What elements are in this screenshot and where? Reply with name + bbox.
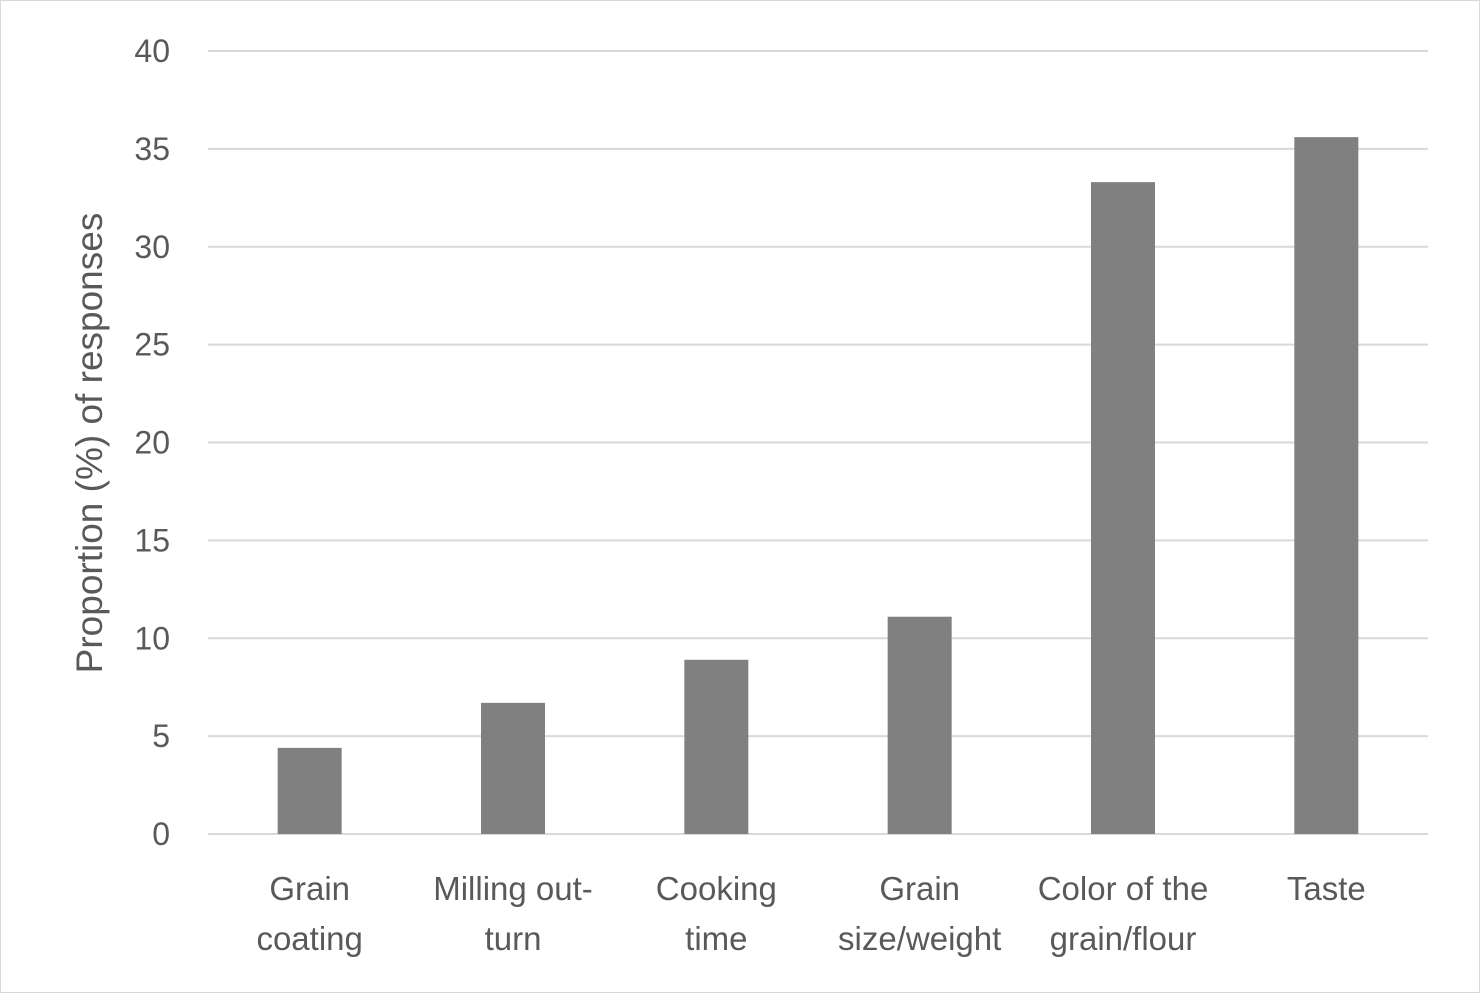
y-axis-title: Proportion (%) of responses (69, 213, 110, 674)
x-category-label-line: Milling out- (433, 870, 593, 907)
x-category-label: Grain coating (256, 870, 362, 957)
x-category-label: Taste (1287, 870, 1366, 907)
y-tick-label: 40 (134, 33, 170, 69)
x-category-label-line: Grain (269, 870, 350, 907)
x-category-label: Grain size/weight (838, 870, 1001, 957)
y-axis-tick-labels: 0 5 10 15 20 25 30 35 40 (134, 33, 170, 852)
x-category-label-line: Taste (1287, 870, 1366, 907)
x-category-label-line: turn (485, 920, 542, 957)
y-tick-label: 5 (152, 718, 170, 754)
y-tick-label: 25 (134, 327, 170, 363)
y-tick-label: 35 (134, 131, 170, 167)
bar (1091, 182, 1155, 835)
bar (684, 659, 749, 834)
x-axis-category-labels: Grain coating Milling out-turn Cooking time G… (256, 870, 1365, 957)
x-category-label-line: time (685, 920, 747, 957)
bar (887, 616, 952, 834)
x-category-label: Milling out-turn (433, 870, 593, 957)
x-category-label: Cooking time (656, 870, 777, 957)
y-tick-label: 0 (152, 816, 170, 852)
bar (277, 747, 342, 834)
y-tick-label: 20 (134, 425, 170, 461)
y-tick-label: 30 (134, 229, 170, 265)
bars (277, 137, 1359, 835)
x-category-label-line: grain/flour (1050, 920, 1197, 957)
gridlines (208, 50, 1428, 835)
x-category-label: Color of the grain/flour (1038, 870, 1209, 957)
y-tick-label: 10 (134, 620, 170, 656)
x-category-label-line: Grain (879, 870, 960, 907)
x-category-label-line: coating (256, 920, 362, 957)
x-category-label-line: Cooking (656, 870, 777, 907)
x-category-label-line: Color of the (1038, 870, 1209, 907)
y-tick-label: 15 (134, 522, 170, 558)
bar (481, 702, 545, 834)
bar (1294, 137, 1359, 834)
x-category-label-line: size/weight (838, 920, 1001, 957)
